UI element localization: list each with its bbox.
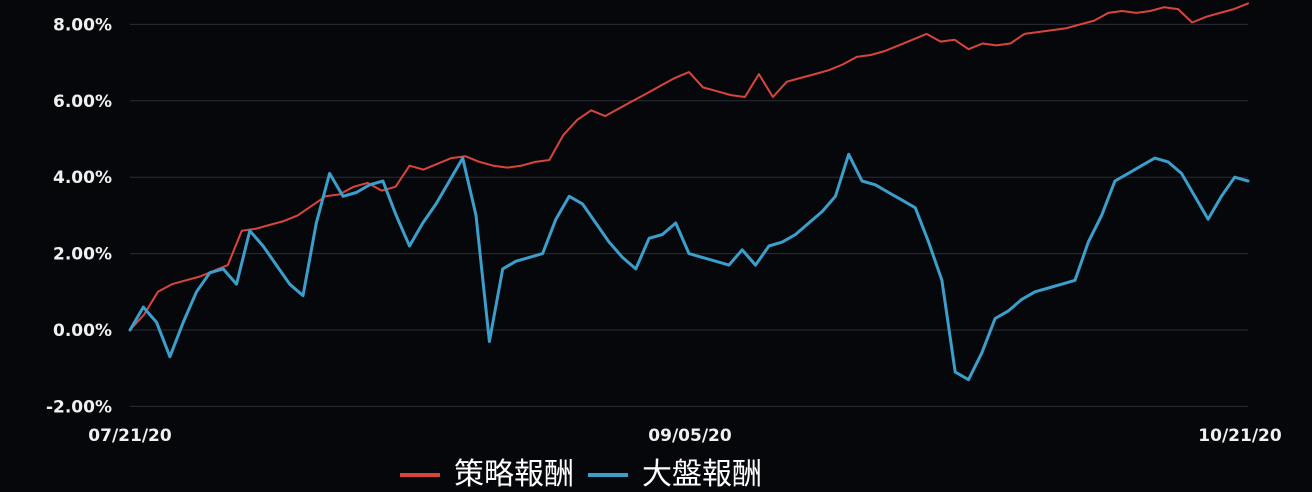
legend-swatch-strategy — [400, 473, 440, 477]
y-tick-label: 8.00% — [53, 15, 112, 35]
y-tick-label: 2.00% — [53, 245, 112, 265]
gridlines — [130, 23, 1248, 407]
series-lines — [128, 2, 1250, 382]
series-line-market — [128, 152, 1250, 382]
line-chart: 8.00% 6.00% 4.00% 2.00% 0.00% -2.00% 07/21/20… — [46, 2, 1282, 446]
y-tick-label: 6.00% — [53, 92, 112, 112]
legend-item-market: 大盤報酬 — [588, 460, 762, 490]
legend-swatch-market — [588, 473, 628, 477]
legend-label-market: 大盤報酬 — [642, 457, 762, 492]
x-tick-label: 09/05/20 — [648, 426, 732, 446]
y-tick-label: -2.00% — [46, 397, 112, 417]
y-tick-label: 0.00% — [53, 321, 112, 341]
legend-item-strategy: 策略報酬 — [400, 460, 574, 490]
x-axis-ticks: 07/21/20 09/05/20 10/21/20 — [88, 426, 1282, 446]
x-tick-label: 10/21/20 — [1198, 426, 1282, 446]
legend: 策略報酬 大盤報酬 — [400, 460, 762, 490]
y-axis-ticks: 8.00% 6.00% 4.00% 2.00% 0.00% -2.00% — [46, 15, 112, 417]
series-line-strategy — [129, 2, 1249, 331]
y-tick-label: 4.00% — [53, 168, 112, 188]
x-tick-label: 07/21/20 — [88, 426, 172, 446]
legend-label-strategy: 策略報酬 — [454, 457, 574, 492]
